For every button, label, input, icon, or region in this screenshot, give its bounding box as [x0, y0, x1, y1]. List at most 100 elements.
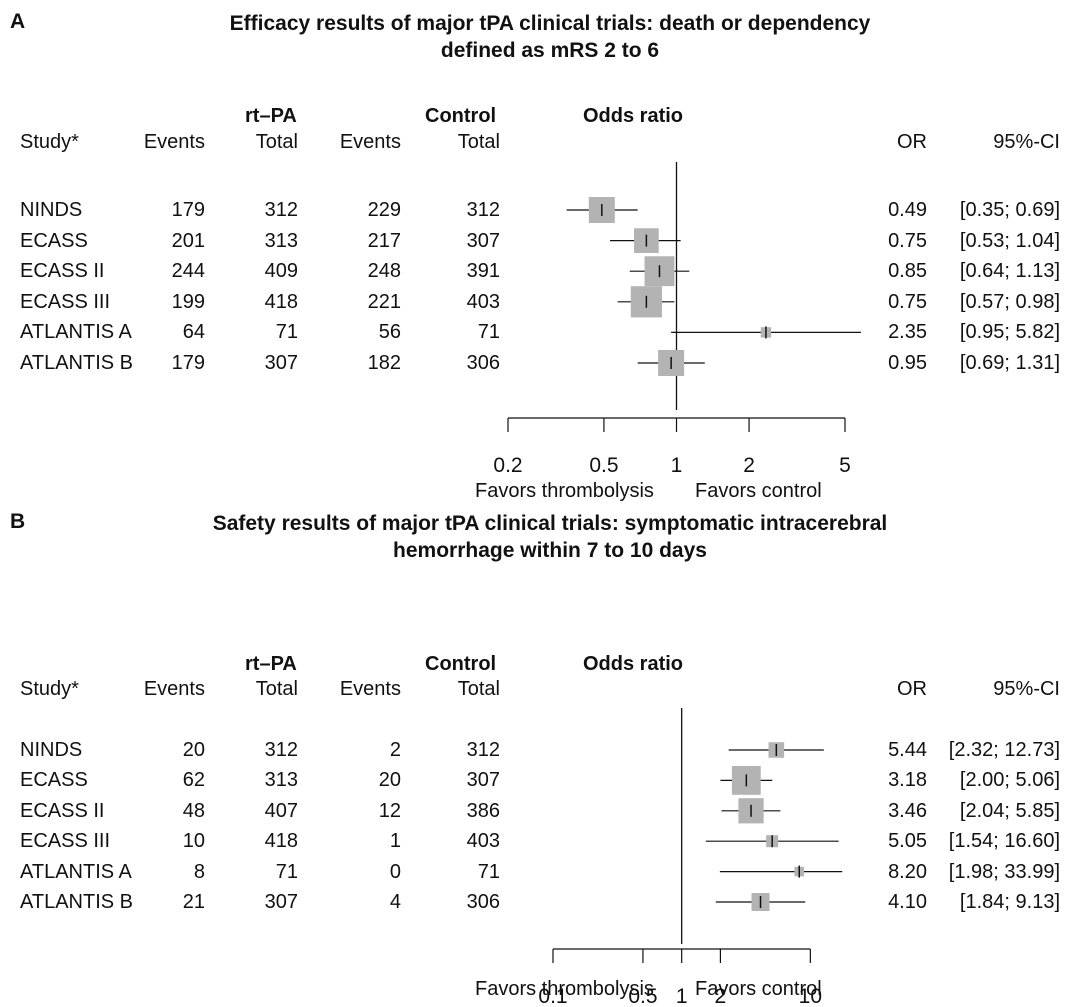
ci-value: [0.53; 1.04] — [959, 229, 1060, 252]
axis-tick-label: 10 — [799, 985, 822, 1007]
control-total: 386 — [466, 799, 500, 822]
col-header-or: OR — [897, 131, 927, 153]
rtpa-total: 313 — [264, 229, 298, 252]
forest-plot: 0.1 0.5 1 2 10 — [538, 708, 843, 1007]
rtpa-events: 62 — [182, 769, 205, 792]
control-total: 306 — [466, 891, 500, 913]
col-header-total-control: Total — [457, 131, 500, 153]
panel-title-line2: hemorrhage within 7 to 10 days — [393, 539, 707, 562]
study-name: ECASS II — [20, 799, 105, 822]
ci-value: [1.84; 9.13] — [959, 891, 1060, 913]
control-total: 307 — [466, 229, 500, 252]
group-header-odds-ratio: Odds ratio — [583, 653, 684, 675]
forest-plot: 0.2 0.5 1 2 5 — [493, 162, 861, 477]
control-total: 71 — [477, 321, 500, 344]
col-header-total-control: Total — [457, 678, 500, 700]
control-events: 20 — [378, 769, 401, 792]
ci-value: [1.98; 33.99] — [948, 860, 1060, 883]
control-events: 0 — [389, 860, 401, 883]
or-value: 0.75 — [888, 290, 927, 313]
control-events: 229 — [367, 199, 401, 221]
control-total: 307 — [466, 769, 500, 792]
group-header-rtpa: rt–PA — [245, 653, 297, 675]
or-value: 2.35 — [888, 321, 927, 344]
rtpa-events: 179 — [171, 352, 205, 374]
col-header-ci: 95%-CI — [993, 131, 1060, 153]
control-total: 312 — [466, 739, 500, 761]
rtpa-events: 64 — [182, 321, 205, 344]
or-value: 0.95 — [888, 352, 927, 374]
rtpa-total: 312 — [264, 739, 298, 761]
study-name: NINDS — [20, 739, 83, 761]
control-events: 1 — [389, 830, 401, 853]
col-header-or: OR — [897, 678, 927, 700]
favors-thrombolysis-label: Favors thrombolysis — [475, 480, 654, 502]
rtpa-events: 21 — [182, 891, 205, 913]
axis-tick-label: 1 — [676, 985, 688, 1007]
axis-tick-label: 0.1 — [538, 985, 567, 1007]
rtpa-total: 312 — [264, 199, 298, 221]
panel-letter: B — [10, 510, 26, 533]
or-value: 0.85 — [888, 260, 927, 283]
study-name: ECASS — [20, 769, 88, 792]
rtpa-total: 71 — [275, 321, 298, 344]
or-value: 8.20 — [888, 860, 927, 883]
favors-thrombolysis-label: Favors thrombolysis — [475, 978, 654, 1000]
rtpa-total: 313 — [264, 769, 298, 792]
rtpa-events: 8 — [193, 860, 205, 883]
study-name: ECASS II — [20, 260, 105, 283]
control-events: 221 — [367, 290, 401, 313]
axis-tick-label: 0.5 — [589, 454, 618, 477]
rtpa-total: 409 — [264, 260, 298, 283]
col-header-events-rtpa: Events — [143, 678, 205, 700]
panel-title-line1: Efficacy results of major tPA clinical t… — [229, 12, 871, 35]
axis-tick-label: 2 — [715, 985, 727, 1007]
control-events: 4 — [389, 891, 401, 913]
col-header-study: Study* — [20, 131, 79, 153]
group-header-rtpa: rt–PA — [245, 105, 297, 127]
control-events: 12 — [378, 799, 401, 822]
rtpa-total: 71 — [275, 860, 298, 883]
control-total: 403 — [466, 830, 500, 853]
rtpa-events: 48 — [182, 799, 205, 822]
ci-value: [0.57; 0.98] — [959, 290, 1060, 313]
rtpa-events: 10 — [182, 830, 205, 853]
panel-letter: A — [10, 10, 26, 33]
axis-tick-label: 5 — [839, 454, 851, 477]
control-total: 391 — [466, 260, 500, 283]
rtpa-total: 407 — [264, 799, 298, 822]
control-events: 2 — [389, 739, 401, 761]
rtpa-total: 418 — [264, 290, 298, 313]
study-name: ECASS III — [20, 290, 111, 313]
ci-value: [0.95; 5.82] — [959, 321, 1060, 344]
ci-value: [2.00; 5.06] — [959, 769, 1060, 792]
study-name: ATLANTIS A — [20, 860, 132, 883]
or-value: 3.18 — [888, 769, 927, 792]
or-value: 0.49 — [888, 199, 927, 221]
forest-panel-a: A Efficacy results of major tPA clinical… — [0, 0, 1071, 502]
control-total: 306 — [466, 352, 500, 374]
control-total: 312 — [466, 199, 500, 221]
ci-value: [0.64; 1.13] — [959, 260, 1060, 283]
ci-value: [0.69; 1.31] — [959, 352, 1060, 374]
rtpa-events: 201 — [171, 229, 205, 252]
forest-panel-b: B Safety results of major tPA clinical t… — [0, 500, 1071, 1007]
control-events: 56 — [378, 321, 401, 344]
control-total: 403 — [466, 290, 500, 313]
study-name: ECASS — [20, 229, 88, 252]
study-name: NINDS — [20, 199, 83, 221]
axis-tick-label: 0.2 — [493, 454, 522, 477]
ci-value: [0.35; 0.69] — [959, 199, 1060, 221]
rtpa-events: 20 — [182, 739, 205, 761]
col-header-ci: 95%-CI — [993, 678, 1060, 700]
or-value: 3.46 — [888, 799, 927, 822]
control-events: 182 — [367, 352, 401, 374]
study-name: ATLANTIS B — [20, 891, 133, 913]
or-value: 5.05 — [888, 830, 927, 853]
col-header-events-rtpa: Events — [143, 131, 205, 153]
rtpa-events: 244 — [171, 260, 205, 283]
ci-value: [2.32; 12.73] — [948, 739, 1060, 761]
favors-control-label: Favors control — [695, 978, 822, 1000]
panel-title: Safety results of major tPA clinical tri… — [100, 510, 1000, 564]
rtpa-events: 179 — [171, 199, 205, 221]
